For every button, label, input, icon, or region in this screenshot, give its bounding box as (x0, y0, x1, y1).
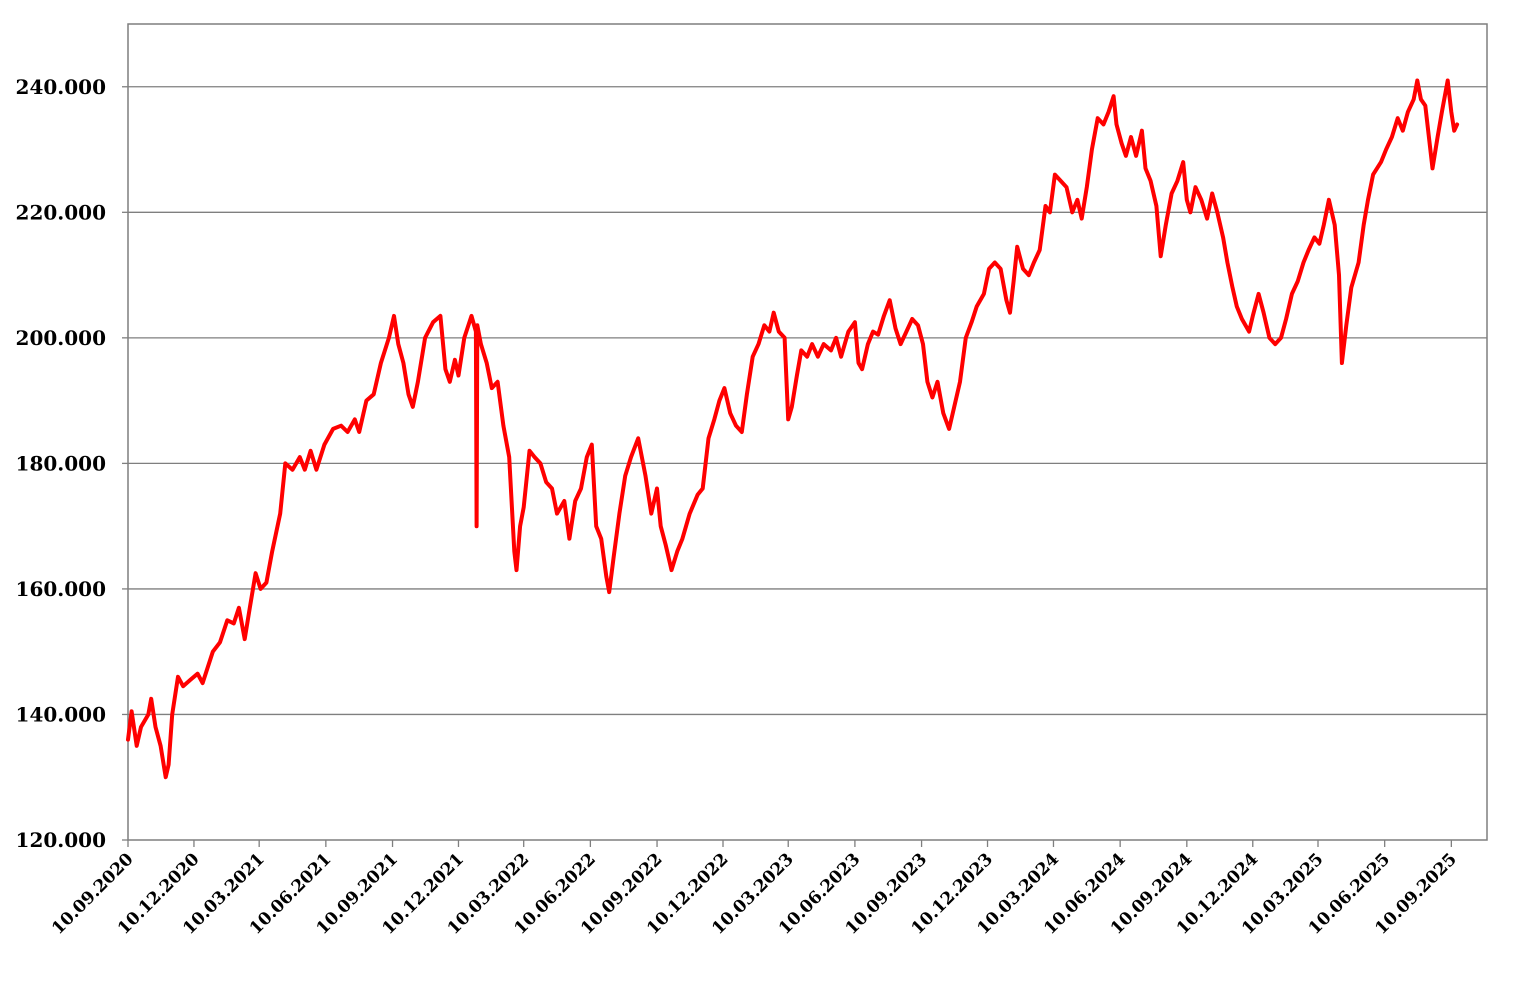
y-tick-label-1: 140.000 (16, 702, 106, 726)
y-tick-label-6: 240.000 (16, 75, 106, 99)
y-tick-label-4: 200.000 (16, 326, 106, 350)
plot-area (127, 23, 1488, 841)
y-axis-tick-labels: 120.000 140.000 160.000 180.000 200.000 220.0… (16, 75, 106, 852)
x-axis-tick-labels: 10.09.202010.12.202010.03.202110.06.2021… (48, 849, 1461, 939)
gridlines (122, 86, 1487, 847)
y-tick-label-5: 220.000 (16, 200, 106, 224)
series-layer (126, 78, 1460, 780)
y-tick-label-2: 160.000 (16, 577, 106, 601)
series-line-0 (126, 78, 1460, 780)
y-tick-label-3: 180.000 (16, 451, 106, 475)
y-tick-label-0: 120.000 (16, 828, 106, 852)
